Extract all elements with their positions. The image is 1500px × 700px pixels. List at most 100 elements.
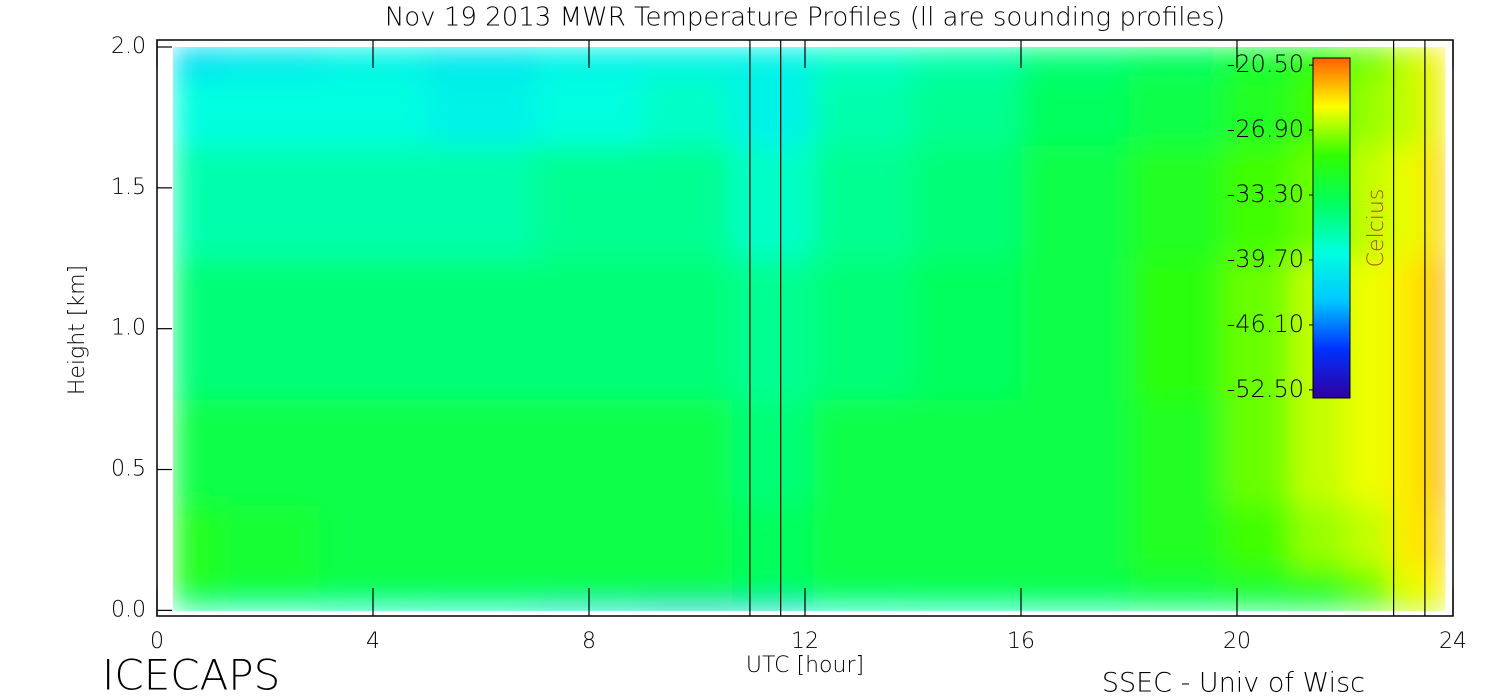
field-cell xyxy=(1223,145,1292,259)
field-cell xyxy=(427,399,536,506)
field-cell xyxy=(643,603,733,611)
field-cell xyxy=(1129,399,1224,506)
x-tick-label: 4 xyxy=(366,629,380,654)
field-cell xyxy=(319,258,428,400)
field-cell xyxy=(173,47,220,76)
field-cell xyxy=(1291,603,1346,611)
field-cell xyxy=(1345,75,1392,147)
field-cell xyxy=(219,504,320,569)
field-cell xyxy=(643,399,733,506)
field-cell xyxy=(1427,399,1446,506)
field-cell xyxy=(173,568,220,604)
field-cell xyxy=(219,399,320,506)
field-cell xyxy=(1129,603,1224,611)
field-cell xyxy=(427,145,536,259)
field-cell xyxy=(1223,75,1292,147)
field-cell xyxy=(1223,258,1292,400)
field-cell xyxy=(1021,258,1130,400)
field-cell xyxy=(1223,399,1292,506)
field-cell xyxy=(1345,603,1392,611)
field-cell xyxy=(813,258,914,400)
field-cell xyxy=(813,568,914,604)
field-cell xyxy=(1390,47,1428,76)
field-cell xyxy=(1345,47,1392,76)
field-cell xyxy=(1291,504,1346,569)
field-cell xyxy=(643,145,733,259)
field-cell xyxy=(1021,47,1130,76)
y-tick-label: 0.5 xyxy=(111,457,146,482)
field-cell xyxy=(913,568,1022,604)
field-cell xyxy=(173,75,220,147)
field-cell xyxy=(535,399,644,506)
colorbar-tick-label: -52.50 xyxy=(1227,375,1304,403)
x-tick-label: 8 xyxy=(582,629,596,654)
field-cell xyxy=(1390,399,1428,506)
field-cell xyxy=(427,568,536,604)
field-cell xyxy=(1291,568,1346,604)
field-cell xyxy=(1291,399,1346,506)
field-cell xyxy=(427,258,536,400)
footer-right: SSEC - Univ of Wisc xyxy=(1102,668,1365,699)
field-cell xyxy=(732,504,814,569)
field-cell xyxy=(219,75,320,147)
field-cell xyxy=(913,75,1022,147)
x-tick-label: 12 xyxy=(791,629,819,654)
field-cell xyxy=(319,399,428,506)
field-cell xyxy=(1390,75,1428,147)
field-cell xyxy=(535,258,644,400)
field-cell xyxy=(319,145,428,259)
field-cell xyxy=(1390,504,1428,569)
field-cell xyxy=(913,603,1022,611)
field-cell xyxy=(1223,47,1292,76)
field-cell xyxy=(427,603,536,611)
field-cell xyxy=(535,75,644,147)
field-cell xyxy=(643,258,733,400)
field-cell xyxy=(813,145,914,259)
field-cell xyxy=(1021,145,1130,259)
field-cell xyxy=(1427,504,1446,569)
field-cell xyxy=(1129,145,1224,259)
field-cell xyxy=(1129,504,1224,569)
field-cell xyxy=(732,603,814,611)
field-cell xyxy=(173,145,220,259)
colorbar-tick-label: -46.10 xyxy=(1227,310,1304,338)
x-tick-label: 24 xyxy=(1439,629,1467,654)
field-cell xyxy=(1345,145,1392,259)
colorbar-tick-label: -26.90 xyxy=(1227,115,1304,143)
field-cell xyxy=(643,504,733,569)
field-cell xyxy=(643,47,733,76)
field-cell xyxy=(1390,145,1428,259)
field-cell xyxy=(913,47,1022,76)
y-tick-label: 1.0 xyxy=(111,316,146,341)
field-cell xyxy=(173,504,220,569)
field-cell xyxy=(1390,568,1428,604)
field-cell xyxy=(913,258,1022,400)
colorbar-label: Celcius xyxy=(1364,189,1389,268)
chart-title: Nov 19 2013 MWR Temperature Profiles (ll… xyxy=(385,3,1225,33)
field-cell xyxy=(1345,399,1392,506)
field-cell xyxy=(1390,603,1428,611)
field-cell xyxy=(427,75,536,147)
field-cell xyxy=(813,504,914,569)
field-cell xyxy=(1427,47,1446,76)
y-tick-label: 0.0 xyxy=(111,597,146,622)
field-cell xyxy=(1129,568,1224,604)
field-cell xyxy=(913,145,1022,259)
field-cell xyxy=(813,75,914,147)
field-cell xyxy=(1390,258,1428,400)
field-cell xyxy=(173,258,220,400)
field-cell xyxy=(1021,603,1130,611)
field-cell xyxy=(1427,145,1446,259)
field-cell xyxy=(1345,504,1392,569)
field-cell xyxy=(219,258,320,400)
field-cell xyxy=(1427,75,1446,147)
field-cell xyxy=(1223,504,1292,569)
field-cell xyxy=(1427,568,1446,604)
field-cell xyxy=(1223,603,1292,611)
field-cell xyxy=(813,399,914,506)
x-tick-label: 0 xyxy=(150,629,164,654)
field-cell xyxy=(1427,258,1446,400)
footer-left: ICECAPS xyxy=(102,651,280,700)
field-cell xyxy=(319,504,428,569)
